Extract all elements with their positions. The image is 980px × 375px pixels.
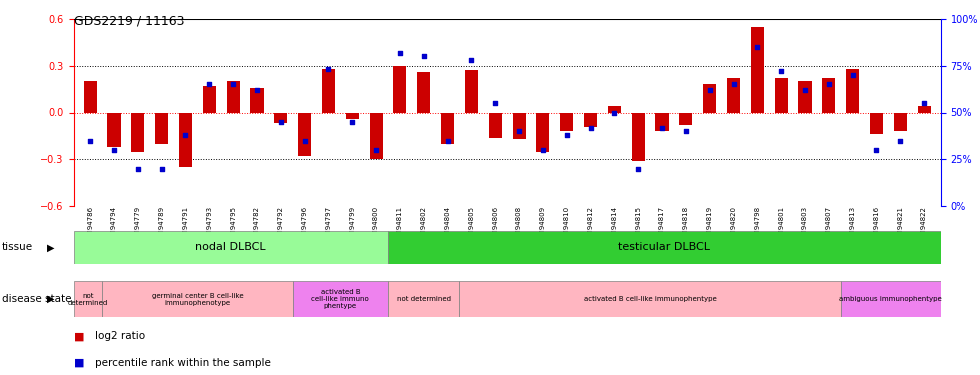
Bar — [74, 231, 388, 264]
Bar — [870, 112, 883, 134]
Bar — [203, 86, 216, 112]
Point — [249, 87, 265, 93]
Text: nodal DLBCL: nodal DLBCL — [195, 243, 267, 252]
Point — [607, 110, 622, 116]
Bar — [417, 72, 430, 112]
Point — [512, 128, 527, 134]
Bar — [465, 70, 478, 112]
Text: ambiguous immunophentype: ambiguous immunophentype — [840, 296, 942, 302]
Bar — [632, 112, 645, 161]
Point — [320, 66, 336, 72]
Bar — [774, 78, 788, 112]
Text: percentile rank within the sample: percentile rank within the sample — [95, 357, 270, 368]
Bar — [703, 84, 716, 112]
Bar — [536, 112, 550, 152]
Bar — [179, 112, 192, 167]
Bar — [102, 281, 293, 317]
Point — [106, 147, 122, 153]
Point — [868, 147, 884, 153]
Point — [487, 100, 503, 106]
Point — [750, 44, 765, 50]
Text: not determined: not determined — [397, 296, 451, 302]
Point — [535, 147, 551, 153]
Bar — [155, 112, 169, 144]
Bar — [822, 78, 835, 112]
Point — [344, 119, 360, 125]
Bar — [226, 81, 240, 112]
Bar — [846, 69, 859, 112]
Bar — [841, 281, 941, 317]
Bar — [369, 112, 382, 159]
Point — [773, 68, 789, 74]
Point — [177, 132, 193, 138]
Point — [916, 100, 932, 106]
Bar — [441, 112, 454, 144]
Bar — [251, 87, 264, 112]
Bar — [321, 69, 335, 112]
Point — [893, 138, 908, 144]
Text: tissue: tissue — [2, 243, 33, 252]
Point — [559, 132, 574, 138]
Point — [392, 50, 408, 55]
Bar — [679, 112, 693, 125]
Point — [725, 81, 741, 87]
Point — [440, 138, 456, 144]
Bar — [274, 112, 287, 123]
Bar — [727, 78, 740, 112]
Bar — [917, 106, 931, 112]
Text: GDS2219 / 11163: GDS2219 / 11163 — [74, 15, 184, 28]
Text: testicular DLBCL: testicular DLBCL — [618, 243, 710, 252]
Bar — [346, 112, 359, 119]
Text: activated B cell-like immunophentype: activated B cell-like immunophentype — [584, 296, 716, 302]
Bar — [894, 112, 906, 131]
Text: ▶: ▶ — [47, 243, 55, 252]
Bar — [393, 66, 407, 112]
Point — [368, 147, 384, 153]
Bar — [561, 112, 573, 131]
Point — [655, 124, 670, 130]
Text: not
determined: not determined — [68, 292, 108, 306]
Bar — [131, 112, 144, 152]
Bar — [293, 281, 388, 317]
Bar — [489, 112, 502, 138]
Text: germinal center B cell-like
immunophenotype: germinal center B cell-like immunophenot… — [152, 292, 243, 306]
Text: ▶: ▶ — [47, 294, 55, 304]
Point — [273, 119, 289, 125]
Text: activated B
cell-like immuno
phentype: activated B cell-like immuno phentype — [312, 289, 369, 309]
Text: log2 ratio: log2 ratio — [95, 331, 145, 341]
Point — [297, 138, 313, 144]
Bar — [74, 281, 102, 317]
Bar — [584, 112, 597, 127]
Bar — [83, 81, 97, 112]
Bar — [298, 112, 312, 156]
Point — [845, 72, 860, 78]
Point — [630, 166, 646, 172]
Point — [797, 87, 812, 93]
Point — [225, 81, 241, 87]
Bar — [460, 281, 841, 317]
Bar — [799, 81, 811, 112]
Point — [130, 166, 146, 172]
Text: ■: ■ — [74, 331, 84, 341]
Point — [416, 53, 431, 59]
Point — [82, 138, 98, 144]
Point — [821, 81, 837, 87]
Text: disease state: disease state — [2, 294, 72, 304]
Point — [154, 166, 170, 172]
Bar — [608, 106, 621, 112]
Point — [678, 128, 694, 134]
Bar — [108, 112, 121, 147]
Bar — [656, 112, 668, 131]
Bar — [751, 27, 763, 112]
Text: ■: ■ — [74, 357, 84, 368]
Point — [583, 124, 599, 130]
Bar — [388, 231, 941, 264]
Point — [464, 57, 479, 63]
Point — [702, 87, 717, 93]
Bar — [513, 112, 525, 139]
Point — [202, 81, 218, 87]
Bar — [388, 281, 460, 317]
